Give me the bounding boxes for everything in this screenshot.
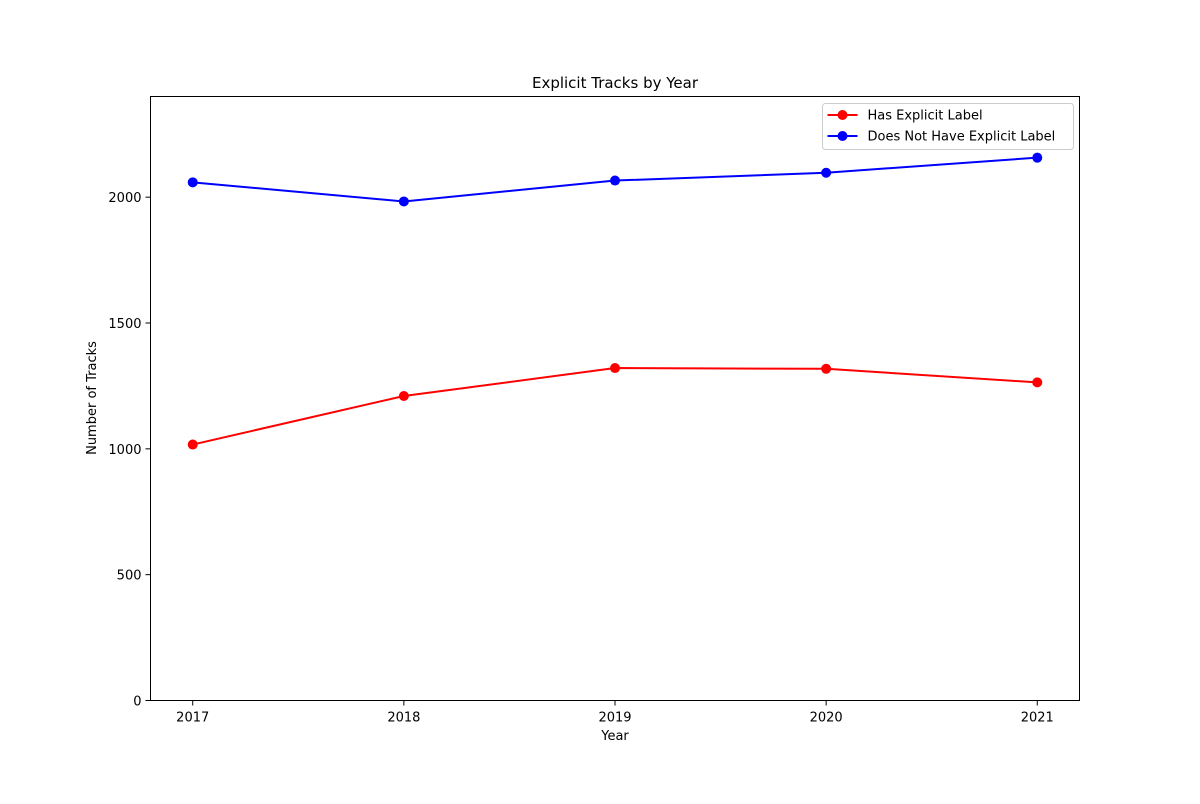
- legend-box: [822, 103, 1074, 150]
- x-tick-label: 2018: [387, 711, 420, 726]
- series-2-point-2017: [187, 177, 198, 188]
- y-tick-label: 0: [133, 695, 141, 710]
- series-1-point-2021: [1032, 377, 1043, 388]
- plot-area-frame: [150, 96, 1080, 701]
- series-1-point-2017: [187, 439, 198, 450]
- y-tick-label: 1500: [108, 317, 141, 332]
- series-2-point-2018: [398, 196, 409, 207]
- legend: Has Explicit Label Does Not Have Explicit…: [822, 103, 1074, 150]
- series-2-point-2021: [1032, 152, 1043, 163]
- series-1-point-2019: [610, 363, 620, 374]
- x-tick-label: 2019: [598, 711, 631, 726]
- y-tick-label: 1000: [108, 443, 141, 458]
- legend-swatch-marker: [837, 131, 848, 141]
- legend-swatch-marker: [837, 110, 848, 120]
- series-1-point-2018: [398, 390, 409, 401]
- chart-title: Explicit Tracks by Year: [532, 74, 699, 92]
- x-tick-label: 2021: [1021, 711, 1054, 726]
- legend-label: Has Explicit Label: [868, 109, 983, 124]
- series-2-point-2020: [821, 167, 832, 178]
- x-axis-label: Year: [600, 729, 629, 744]
- series-2-point-2019: [610, 175, 620, 186]
- y-axis-label: Number of Tracks: [85, 341, 100, 455]
- y-tick-label: 2000: [108, 191, 141, 206]
- series-1-point-2020: [821, 363, 832, 374]
- series-line-1: [192, 367, 1038, 446]
- x-tick-label: 2020: [810, 711, 843, 726]
- y-tick-label: 500: [117, 569, 142, 584]
- legend-label: Does Not Have Explicit Label: [868, 130, 1056, 145]
- x-tick-label: 2017: [176, 711, 209, 726]
